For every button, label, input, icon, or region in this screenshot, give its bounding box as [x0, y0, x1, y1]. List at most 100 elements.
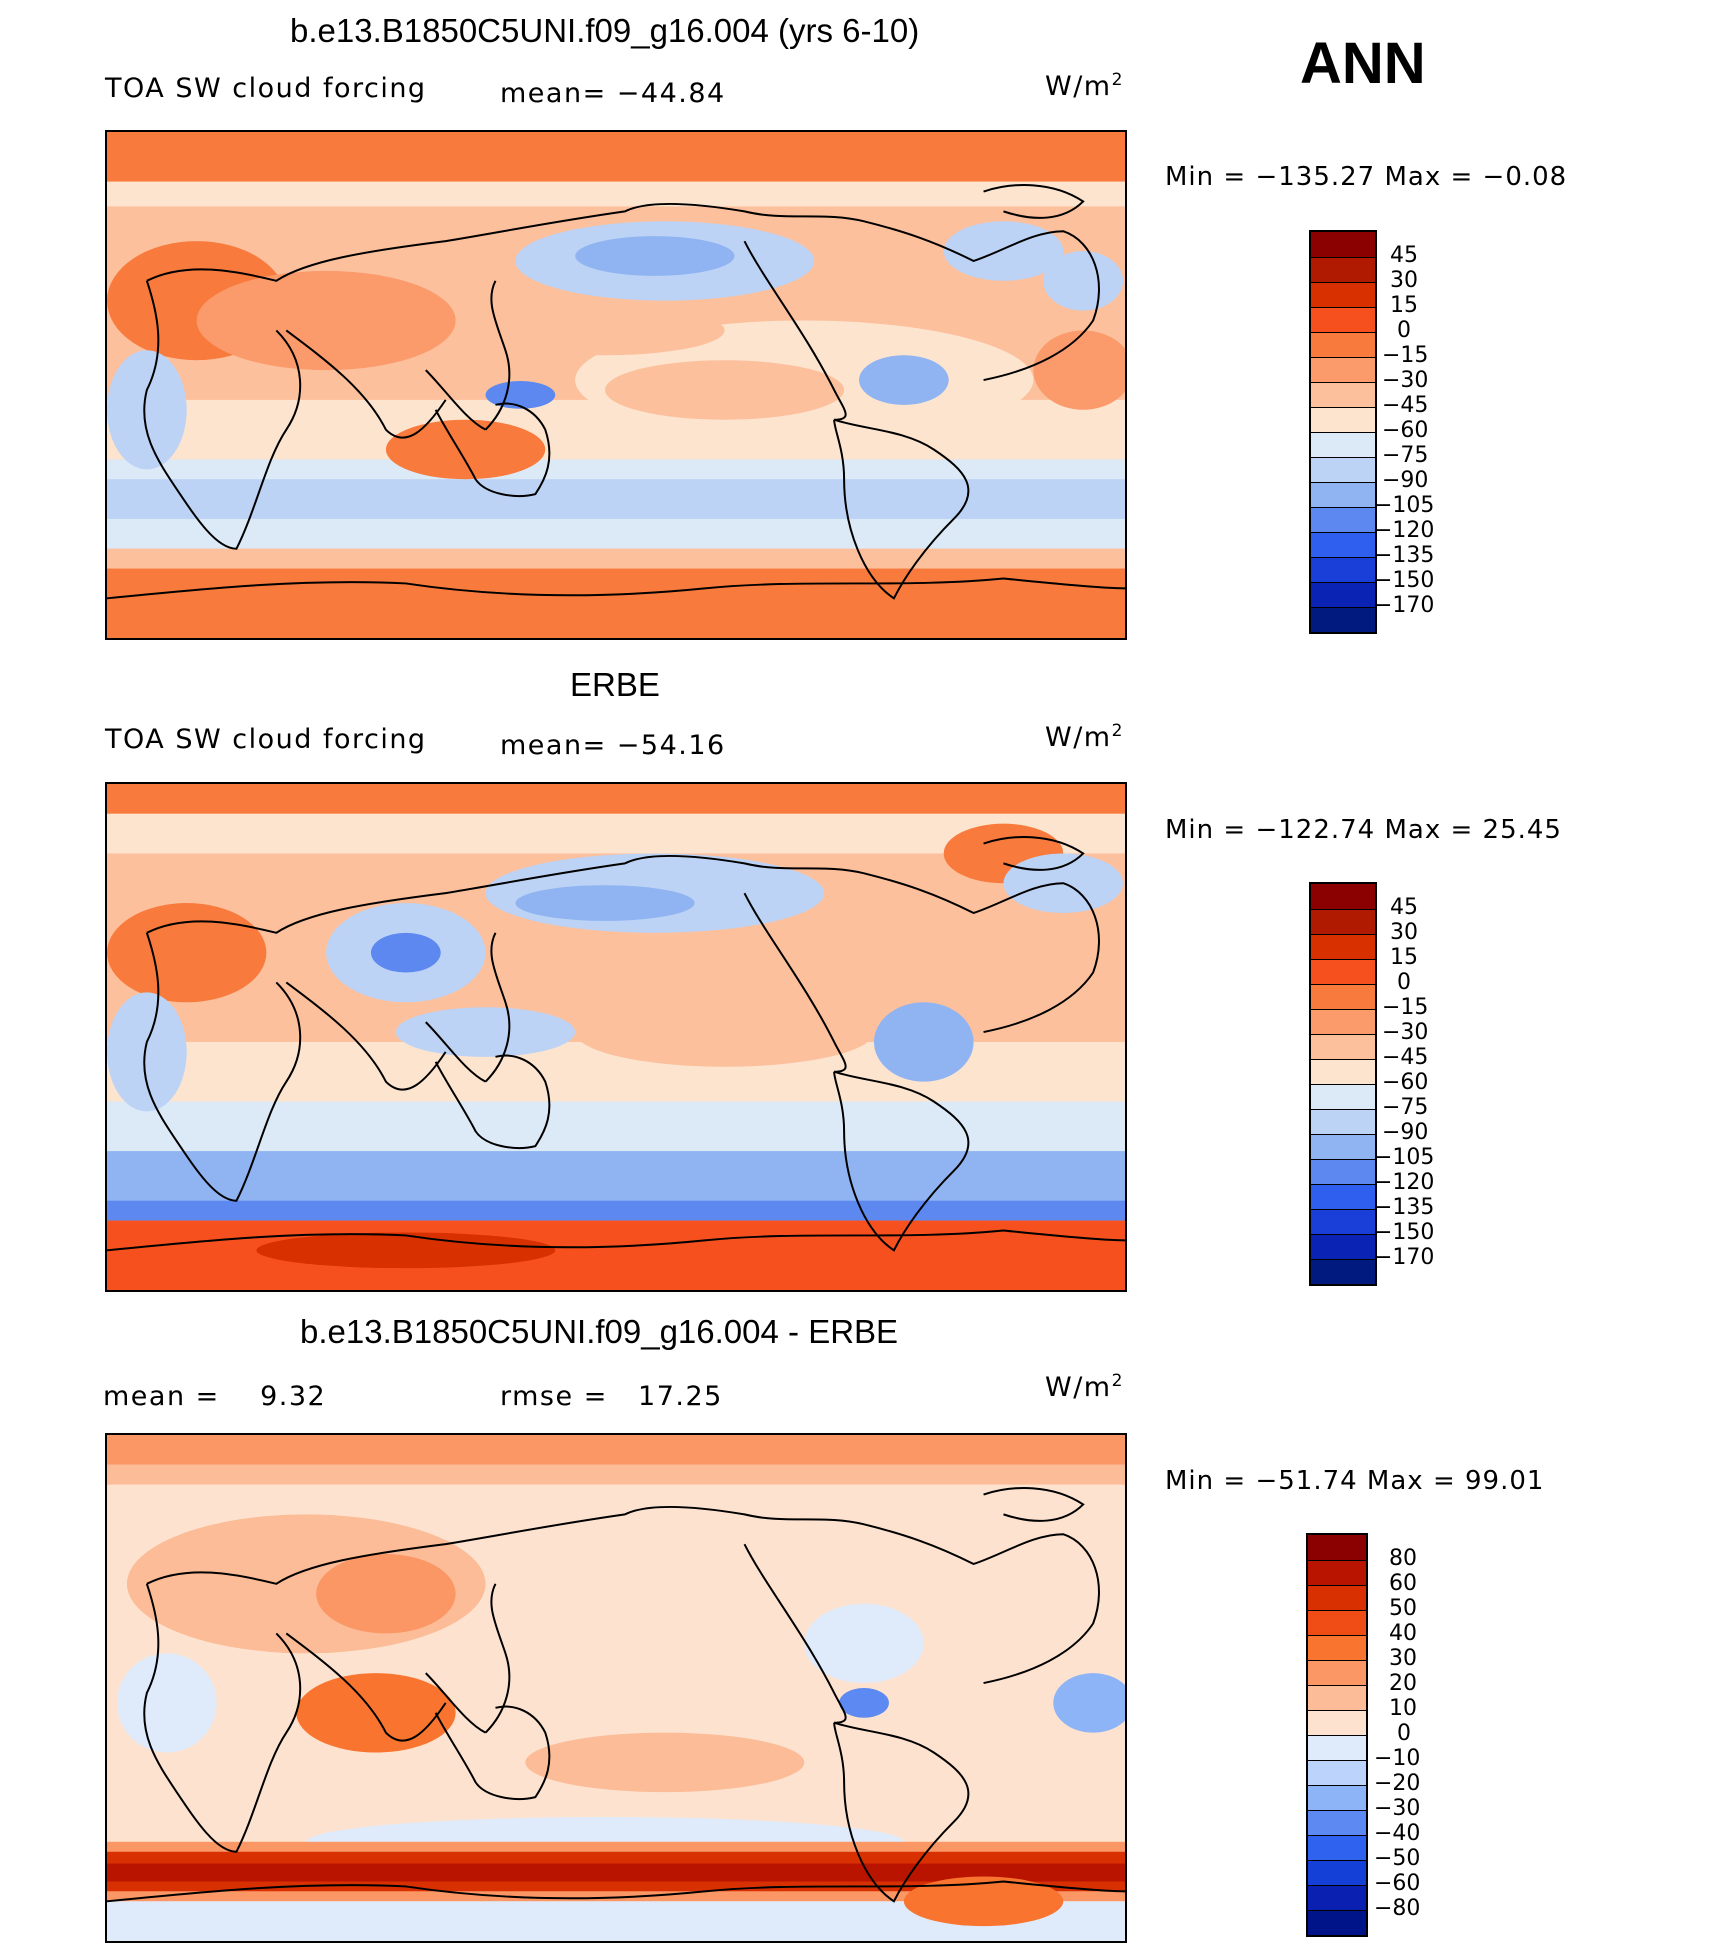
- panel3-colorbar-segment: [1308, 1760, 1366, 1785]
- panel1-colorbar-segment: [1311, 532, 1375, 557]
- panel1-title: b.e13.B1850C5UNI.f09_g16.004 (yrs 6-10): [290, 12, 920, 49]
- panel3-colorbar-segment: [1308, 1860, 1366, 1885]
- colorbar-label: 40: [1389, 1621, 1417, 1646]
- panel2-colorbar-segment: [1311, 1159, 1375, 1184]
- panel3-map: [105, 1433, 1127, 1943]
- panel2-colorbar-segment: [1311, 1034, 1375, 1059]
- colorbar-label: −40: [1374, 1821, 1421, 1846]
- colorbar-label: 45: [1390, 243, 1418, 268]
- colorbar-label: −15: [1382, 343, 1429, 368]
- panel1-colorbar-segment: [1311, 257, 1375, 282]
- colorbar-label: −80: [1374, 1896, 1421, 1921]
- colorbar-label: −120: [1374, 518, 1435, 543]
- colorbar-label: −75: [1382, 1095, 1429, 1120]
- colorbar-label: −105: [1374, 1145, 1435, 1170]
- panel1-variable: TOA SW cloud forcing: [105, 73, 427, 104]
- panel1-colorbar-segment: [1311, 407, 1375, 432]
- panel1-colorbar-segment: [1311, 357, 1375, 382]
- colorbar-label: 15: [1390, 293, 1418, 318]
- panel3-colorbar-segment: [1308, 1910, 1366, 1935]
- panel2-colorbar-segment: [1311, 959, 1375, 984]
- panel2-colorbar-segment: [1311, 884, 1375, 909]
- colorbar-label: −45: [1382, 1045, 1429, 1070]
- panel2-units: W/m2: [1045, 721, 1124, 753]
- panel3-colorbar-segment: [1308, 1585, 1366, 1610]
- panel1-colorbar-segment: [1311, 582, 1375, 607]
- panel1-colorbar-segment: [1311, 432, 1375, 457]
- panel1-mean: mean= −44.84: [500, 78, 726, 109]
- panel3-mean: mean = 9.32: [103, 1381, 327, 1412]
- panel3-colorbar: [1306, 1533, 1368, 1937]
- colorbar-label: −60: [1382, 1070, 1429, 1095]
- colorbar-label: 20: [1389, 1671, 1417, 1696]
- panel1-minmax: Min = −135.27 Max = −0.08: [1165, 162, 1568, 192]
- panel2-colorbar-segment: [1311, 1009, 1375, 1034]
- colorbar-label: 30: [1390, 268, 1418, 293]
- colorbar-label: −60: [1374, 1871, 1421, 1896]
- colorbar-label: 80: [1389, 1546, 1417, 1571]
- colorbar-label: −10: [1374, 1746, 1421, 1771]
- panel2-colorbar-segment: [1311, 1234, 1375, 1259]
- colorbar-label: 45: [1390, 895, 1418, 920]
- panel1-contour-field: [107, 132, 1125, 638]
- panel3-colorbar-segment: [1308, 1610, 1366, 1635]
- colorbar-label: −30: [1382, 1020, 1429, 1045]
- season-label: ANN: [1300, 31, 1426, 96]
- panel2-mean: mean= −54.16: [500, 730, 726, 761]
- panel1-colorbar-segment: [1311, 482, 1375, 507]
- colorbar-label: −50: [1374, 1846, 1421, 1871]
- panel2-colorbar-segment: [1311, 1084, 1375, 1109]
- panel1-map: [105, 130, 1127, 640]
- panel3-minmax: Min = −51.74 Max = 99.01: [1165, 1466, 1545, 1496]
- colorbar-label: −170: [1374, 1245, 1435, 1270]
- panel2-colorbar-segment: [1311, 934, 1375, 959]
- panel2-variable: TOA SW cloud forcing: [105, 724, 427, 755]
- colorbar-label: 10: [1389, 1696, 1417, 1721]
- panel2-title: ERBE: [570, 666, 660, 703]
- colorbar-label: 30: [1389, 1646, 1417, 1671]
- colorbar-label: 0: [1397, 970, 1411, 995]
- colorbar-label: −30: [1382, 368, 1429, 393]
- panel2-colorbar-segment: [1311, 984, 1375, 1009]
- panel2-colorbar: [1309, 882, 1377, 1286]
- colorbar-label: 30: [1390, 920, 1418, 945]
- panel3-title: b.e13.B1850C5UNI.f09_g16.004 - ERBE: [300, 1313, 899, 1350]
- panel1-colorbar-segment: [1311, 457, 1375, 482]
- panel2-colorbar-segment: [1311, 909, 1375, 934]
- colorbar-label: −170: [1374, 593, 1435, 618]
- colorbar-label: −60: [1382, 418, 1429, 443]
- colorbar-label: −105: [1374, 493, 1435, 518]
- panel3-rmse: rmse = 17.25: [500, 1381, 723, 1412]
- colorbar-label: 15: [1390, 945, 1418, 970]
- panel2-colorbar-segment: [1311, 1209, 1375, 1234]
- panel2-minmax: Min = −122.74 Max = 25.45: [1165, 815, 1562, 845]
- panel3-colorbar-segment: [1308, 1560, 1366, 1585]
- panel3-colorbar-segment: [1308, 1535, 1366, 1560]
- colorbar-label: 0: [1397, 1721, 1411, 1746]
- panel2-colorbar-segment: [1311, 1259, 1375, 1284]
- colorbar-label: −20: [1374, 1771, 1421, 1796]
- colorbar-label: −135: [1374, 543, 1435, 568]
- panel2-colorbar-segment: [1311, 1134, 1375, 1159]
- panel1-colorbar: [1309, 230, 1377, 634]
- panel2-contour-field: [107, 784, 1125, 1290]
- panel3-contour-field: [107, 1435, 1125, 1941]
- colorbar-label: −30: [1374, 1796, 1421, 1821]
- panel1-colorbar-segment: [1311, 382, 1375, 407]
- panel1-colorbar-segment: [1311, 332, 1375, 357]
- colorbar-label: −90: [1382, 1120, 1429, 1145]
- panel1-colorbar-segment: [1311, 507, 1375, 532]
- panel3-colorbar-segment: [1308, 1710, 1366, 1735]
- panel1-units: W/m2: [1045, 70, 1124, 102]
- panel2-colorbar-segment: [1311, 1184, 1375, 1209]
- panel1-colorbar-segment: [1311, 307, 1375, 332]
- panel2-colorbar-segment: [1311, 1109, 1375, 1134]
- panel1-colorbar-segment: [1311, 232, 1375, 257]
- colorbar-label: −75: [1382, 443, 1429, 468]
- colorbar-label: −135: [1374, 1195, 1435, 1220]
- panel3-colorbar-segment: [1308, 1735, 1366, 1760]
- colorbar-label: −150: [1374, 1220, 1435, 1245]
- panel3-colorbar-segment: [1308, 1885, 1366, 1910]
- panel3-colorbar-segment: [1308, 1660, 1366, 1685]
- colorbar-label: −120: [1374, 1170, 1435, 1195]
